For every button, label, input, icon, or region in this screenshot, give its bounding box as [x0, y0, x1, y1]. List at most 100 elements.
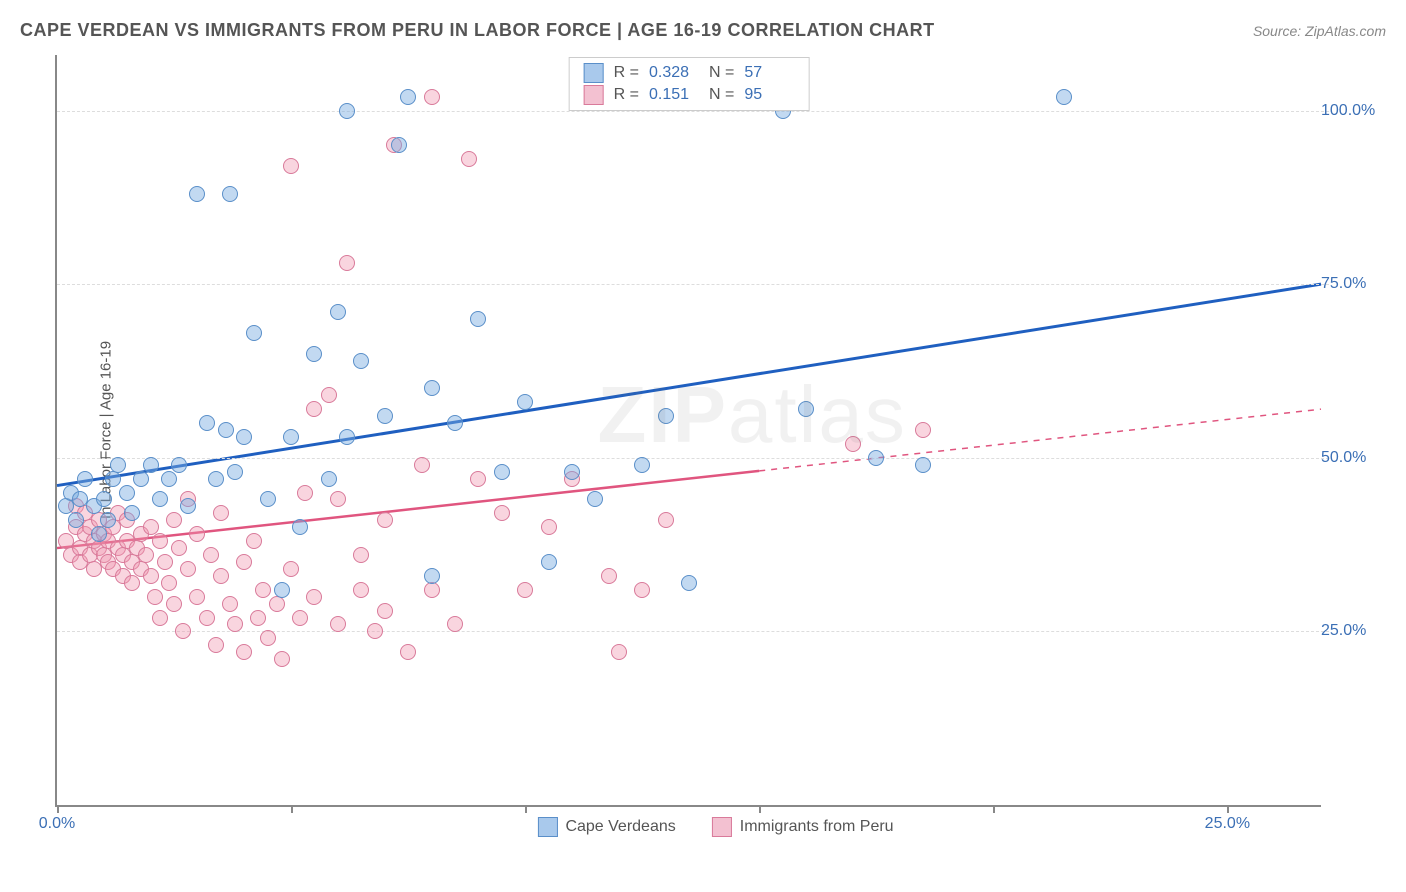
- scatter-point: [634, 582, 650, 598]
- y-tick-label: 100.0%: [1321, 102, 1376, 120]
- scatter-point: [353, 353, 369, 369]
- scatter-point: [124, 505, 140, 521]
- scatter-point: [274, 651, 290, 667]
- scatter-point: [541, 519, 557, 535]
- y-tick-label: 75.0%: [1321, 275, 1376, 293]
- scatter-point: [246, 325, 262, 341]
- scatter-point: [189, 526, 205, 542]
- x-tick-label: 0.0%: [39, 815, 75, 833]
- scatter-point: [414, 457, 430, 473]
- scatter-point: [517, 394, 533, 410]
- chart-title: CAPE VERDEAN VS IMMIGRANTS FROM PERU IN …: [20, 20, 935, 41]
- scatter-point: [634, 457, 650, 473]
- scatter-point: [541, 554, 557, 570]
- scatter-point: [601, 568, 617, 584]
- scatter-point: [447, 616, 463, 632]
- r-value-1: 0.151: [649, 86, 699, 104]
- scatter-point: [915, 457, 931, 473]
- scatter-point: [292, 610, 308, 626]
- scatter-point: [681, 575, 697, 591]
- gridline-h: [57, 458, 1329, 459]
- trend-line-dashed: [759, 409, 1321, 471]
- scatter-point: [868, 450, 884, 466]
- scatter-point: [391, 137, 407, 153]
- scatter-point: [292, 519, 308, 535]
- scatter-point: [77, 471, 93, 487]
- scatter-point: [658, 512, 674, 528]
- scatter-point: [339, 103, 355, 119]
- scatter-point: [517, 582, 533, 598]
- scatter-point: [119, 485, 135, 501]
- scatter-point: [199, 610, 215, 626]
- legend-row-series-1: R =0.151 N =95: [584, 84, 795, 106]
- scatter-point: [138, 547, 154, 563]
- x-tick: [57, 805, 59, 813]
- scatter-point: [1056, 89, 1072, 105]
- legend-item-cape-verdeans: Cape Verdeans: [537, 817, 675, 837]
- scatter-point: [400, 89, 416, 105]
- scatter-point: [470, 311, 486, 327]
- scatter-point: [161, 575, 177, 591]
- scatter-point: [339, 255, 355, 271]
- scatter-point: [110, 457, 126, 473]
- x-tick: [759, 805, 761, 813]
- scatter-point: [227, 616, 243, 632]
- trend-line-solid: [57, 284, 1321, 485]
- scatter-point: [133, 471, 149, 487]
- n-value-1: 95: [744, 86, 794, 104]
- gridline-h: [57, 284, 1329, 285]
- x-tick: [525, 805, 527, 813]
- scatter-point: [199, 415, 215, 431]
- scatter-point: [845, 436, 861, 452]
- gridline-h: [57, 631, 1329, 632]
- x-tick: [291, 805, 293, 813]
- scatter-point: [124, 575, 140, 591]
- scatter-point: [213, 568, 229, 584]
- scatter-point: [260, 491, 276, 507]
- y-tick-label: 50.0%: [1321, 449, 1376, 467]
- x-tick: [1227, 805, 1229, 813]
- watermark: ZIPatlas: [597, 369, 906, 461]
- scatter-point: [424, 568, 440, 584]
- scatter-point: [377, 512, 393, 528]
- scatter-point: [283, 158, 299, 174]
- correlation-legend: R =0.328 N =57 R =0.151 N =95: [569, 57, 810, 111]
- scatter-point: [494, 464, 510, 480]
- plot-area: In Labor Force | Age 16-19 ZIPatlas R =0…: [55, 55, 1321, 807]
- scatter-point: [180, 498, 196, 514]
- swatch-immigrants-peru: [712, 817, 732, 837]
- chart-container: In Labor Force | Age 16-19 ZIPatlas R =0…: [55, 55, 1376, 837]
- r-value-0: 0.328: [649, 64, 699, 82]
- scatter-point: [203, 547, 219, 563]
- scatter-point: [175, 623, 191, 639]
- scatter-point: [166, 596, 182, 612]
- scatter-point: [353, 582, 369, 598]
- scatter-point: [91, 526, 107, 542]
- scatter-point: [227, 464, 243, 480]
- scatter-point: [255, 582, 271, 598]
- scatter-point: [330, 304, 346, 320]
- scatter-point: [321, 471, 337, 487]
- scatter-point: [152, 610, 168, 626]
- scatter-point: [68, 512, 84, 528]
- scatter-point: [171, 540, 187, 556]
- source-attribution: Source: ZipAtlas.com: [1253, 23, 1386, 39]
- scatter-point: [587, 491, 603, 507]
- scatter-point: [330, 616, 346, 632]
- scatter-point: [100, 512, 116, 528]
- swatch-series-1: [584, 85, 604, 105]
- x-tick-label: 25.0%: [1205, 815, 1250, 833]
- scatter-point: [400, 644, 416, 660]
- scatter-point: [246, 533, 262, 549]
- legend-item-immigrants-peru: Immigrants from Peru: [712, 817, 894, 837]
- scatter-point: [367, 623, 383, 639]
- scatter-point: [189, 589, 205, 605]
- scatter-point: [222, 596, 238, 612]
- scatter-point: [377, 408, 393, 424]
- swatch-series-0: [584, 63, 604, 83]
- scatter-point: [166, 512, 182, 528]
- scatter-point: [180, 561, 196, 577]
- scatter-point: [236, 644, 252, 660]
- scatter-point: [236, 554, 252, 570]
- scatter-point: [143, 568, 159, 584]
